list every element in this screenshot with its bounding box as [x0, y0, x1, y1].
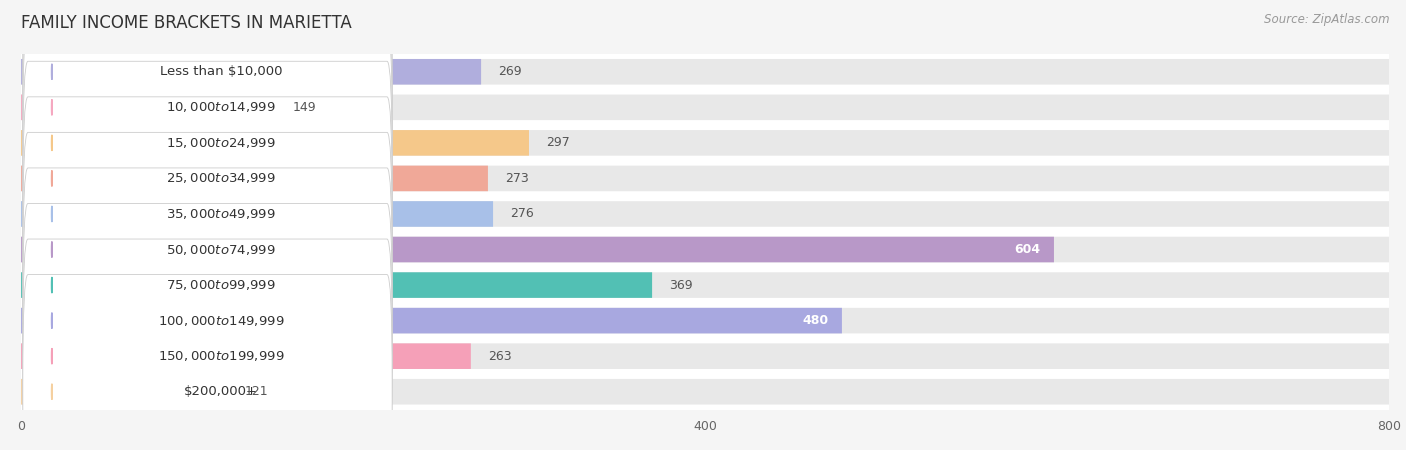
FancyBboxPatch shape	[22, 132, 392, 367]
FancyBboxPatch shape	[21, 232, 1389, 267]
FancyBboxPatch shape	[21, 90, 1389, 125]
Text: $150,000 to $199,999: $150,000 to $199,999	[157, 349, 284, 363]
Text: FAMILY INCOME BRACKETS IN MARIETTA: FAMILY INCOME BRACKETS IN MARIETTA	[21, 14, 351, 32]
Text: 297: 297	[546, 136, 569, 149]
FancyBboxPatch shape	[21, 166, 1389, 191]
FancyBboxPatch shape	[22, 0, 392, 225]
FancyBboxPatch shape	[21, 59, 481, 85]
FancyBboxPatch shape	[21, 201, 494, 227]
FancyBboxPatch shape	[22, 168, 392, 402]
FancyBboxPatch shape	[22, 26, 392, 260]
Text: 604: 604	[1014, 243, 1040, 256]
FancyBboxPatch shape	[21, 272, 1389, 298]
FancyBboxPatch shape	[21, 237, 1389, 262]
Text: 369: 369	[669, 279, 693, 292]
FancyBboxPatch shape	[21, 201, 1389, 227]
FancyBboxPatch shape	[21, 59, 1389, 85]
FancyBboxPatch shape	[21, 166, 488, 191]
FancyBboxPatch shape	[21, 125, 1389, 161]
Text: $200,000+: $200,000+	[184, 385, 259, 398]
FancyBboxPatch shape	[22, 97, 392, 331]
FancyBboxPatch shape	[21, 308, 842, 333]
FancyBboxPatch shape	[22, 203, 392, 438]
FancyBboxPatch shape	[21, 343, 1389, 369]
Text: Less than $10,000: Less than $10,000	[160, 65, 283, 78]
Text: Source: ZipAtlas.com: Source: ZipAtlas.com	[1264, 14, 1389, 27]
FancyBboxPatch shape	[21, 272, 652, 298]
Text: 121: 121	[245, 385, 269, 398]
FancyBboxPatch shape	[21, 196, 1389, 232]
Text: $10,000 to $14,999: $10,000 to $14,999	[166, 100, 276, 114]
FancyBboxPatch shape	[21, 338, 1389, 374]
Text: $50,000 to $74,999: $50,000 to $74,999	[166, 243, 276, 256]
FancyBboxPatch shape	[21, 379, 228, 405]
Text: $15,000 to $24,999: $15,000 to $24,999	[166, 136, 276, 150]
FancyBboxPatch shape	[21, 303, 1389, 338]
FancyBboxPatch shape	[22, 239, 392, 450]
FancyBboxPatch shape	[21, 343, 471, 369]
FancyBboxPatch shape	[22, 61, 392, 296]
FancyBboxPatch shape	[21, 94, 1389, 120]
Text: $35,000 to $49,999: $35,000 to $49,999	[166, 207, 276, 221]
Text: 276: 276	[510, 207, 534, 220]
FancyBboxPatch shape	[21, 94, 276, 120]
Text: 149: 149	[292, 101, 316, 114]
Text: $75,000 to $99,999: $75,000 to $99,999	[166, 278, 276, 292]
FancyBboxPatch shape	[21, 161, 1389, 196]
FancyBboxPatch shape	[21, 130, 529, 156]
FancyBboxPatch shape	[21, 130, 1389, 156]
FancyBboxPatch shape	[21, 308, 1389, 333]
Text: 269: 269	[498, 65, 522, 78]
FancyBboxPatch shape	[22, 0, 392, 189]
Text: 273: 273	[505, 172, 529, 185]
FancyBboxPatch shape	[21, 379, 1389, 405]
FancyBboxPatch shape	[21, 54, 1389, 90]
Text: 263: 263	[488, 350, 512, 363]
FancyBboxPatch shape	[21, 267, 1389, 303]
Text: $100,000 to $149,999: $100,000 to $149,999	[157, 314, 284, 328]
FancyBboxPatch shape	[21, 237, 1054, 262]
Text: 480: 480	[801, 314, 828, 327]
FancyBboxPatch shape	[22, 274, 392, 450]
FancyBboxPatch shape	[21, 374, 1389, 410]
Text: $25,000 to $34,999: $25,000 to $34,999	[166, 171, 276, 185]
